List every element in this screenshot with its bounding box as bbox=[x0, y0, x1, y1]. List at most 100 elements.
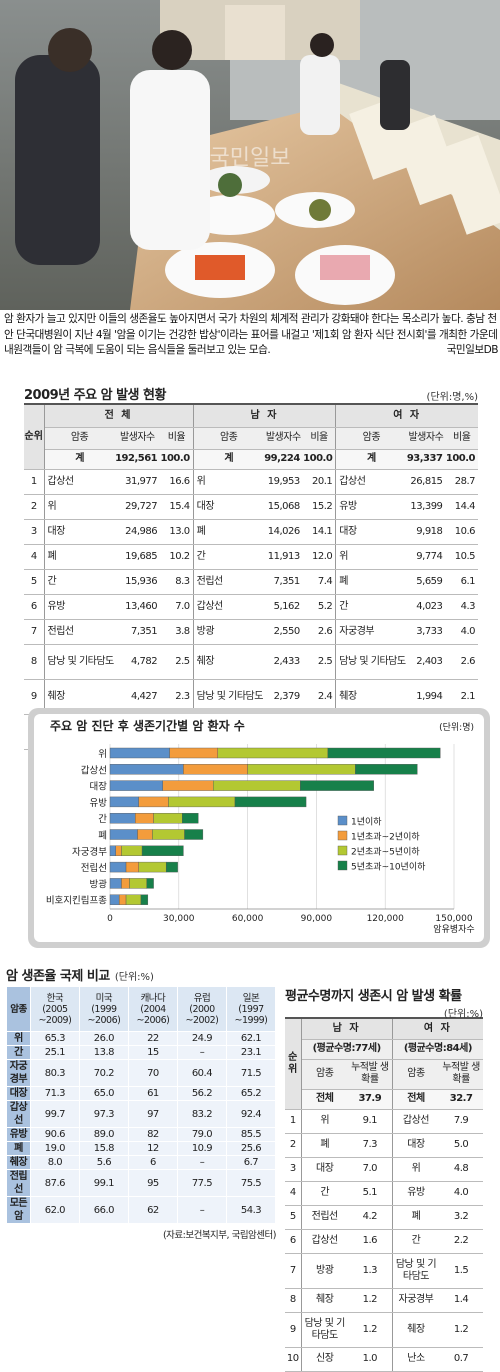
risk-cell: 1.0 bbox=[347, 1347, 393, 1372]
total-label: 계 bbox=[193, 449, 264, 470]
count-cell: 3,733 bbox=[406, 619, 446, 645]
rate-cell: 85.5 bbox=[225, 1127, 277, 1142]
country-period: (2000 ~2002) bbox=[185, 1003, 219, 1026]
bar-segment bbox=[169, 747, 218, 759]
pct-cell: 4.0 bbox=[445, 619, 478, 645]
legend-swatch bbox=[337, 830, 348, 841]
rate-cell: 62.0 bbox=[29, 1196, 80, 1224]
rate-cell: – bbox=[176, 1155, 227, 1170]
cancer-type-cell: 난소 bbox=[392, 1347, 440, 1372]
risk-cell: 3.2 bbox=[439, 1205, 483, 1230]
rate-cell: 61 bbox=[127, 1086, 178, 1101]
x-tick-label: 0 bbox=[107, 914, 113, 924]
chart-svg: 주요 암 진단 후 생존기간별 암 환자 수 (단위:명) 0 30,000 60,00… bbox=[46, 718, 475, 935]
rank-cell: 1 bbox=[24, 469, 45, 495]
rank-cell: 4 bbox=[285, 1181, 302, 1206]
bar-segment bbox=[109, 796, 139, 808]
risk-cell: 0.7 bbox=[439, 1347, 483, 1372]
total-pct: 100.0 bbox=[160, 449, 194, 470]
legend-swatch bbox=[337, 815, 348, 826]
pct-cell: 8.3 bbox=[160, 569, 194, 595]
rate-cell: 83.2 bbox=[176, 1100, 227, 1128]
rate-cell: 97.3 bbox=[78, 1100, 129, 1128]
pct-cell: 3.8 bbox=[160, 619, 194, 645]
total-pct: 100.0 bbox=[445, 449, 478, 470]
bar-segment bbox=[217, 747, 329, 759]
cancer-type-cell: 폐 bbox=[301, 1133, 348, 1158]
chart-panel: 주요 암 진단 후 생존기간별 암 환자 수 (단위:명) 0 30,000 60,00… bbox=[34, 714, 484, 942]
risk-cell: 7.3 bbox=[347, 1133, 393, 1158]
cancer-type-cell: 전립선 bbox=[44, 619, 115, 645]
table-row: 1 위 9.1 갑상선 7.9 bbox=[285, 1109, 483, 1134]
country-header: 한국 (2005 ~2009) bbox=[29, 986, 80, 1032]
table-row: 8 췌장 1.2 자궁경부 1.4 bbox=[285, 1288, 483, 1313]
rank-cell: 6 bbox=[285, 1229, 302, 1254]
caption-text: 암 환자가 늘고 있지만 이들의 생존율도 높아지면서 국가 차원의 체계적 관… bbox=[4, 313, 498, 356]
count-cell: 31,977 bbox=[114, 469, 161, 495]
rate-cell: 99.7 bbox=[29, 1100, 80, 1128]
pct-cell: 12.0 bbox=[302, 544, 337, 570]
rank-cell: 7 bbox=[24, 619, 45, 645]
table4-life-row: (평균수명:77세) (평균수명:84세) bbox=[285, 1039, 483, 1060]
table3-header: 암 생존율 국제 비교 (단위:%) bbox=[6, 966, 276, 986]
group-header: 남 자 bbox=[193, 405, 337, 428]
cancer-type-cell: 유방 bbox=[335, 494, 407, 520]
table1-unit: (단위:명,%) bbox=[426, 392, 478, 403]
cancer-type-cell: 신장 bbox=[301, 1347, 348, 1372]
count-cell: 29,727 bbox=[114, 494, 161, 520]
bar-segment bbox=[137, 829, 153, 840]
pct-cell: 20.1 bbox=[302, 469, 337, 495]
bar-segment bbox=[162, 780, 214, 791]
group-header: 남 자 bbox=[301, 1019, 393, 1040]
pct-cell: 2.6 bbox=[445, 644, 478, 680]
table-row: 5 전립선 4.2 폐 3.2 bbox=[285, 1205, 483, 1230]
total-label: 계 bbox=[335, 449, 407, 470]
cancer-type-cell: 간 bbox=[335, 594, 407, 620]
bar-segment bbox=[109, 764, 184, 775]
column-header: 암종 bbox=[193, 427, 264, 450]
rate-cell: 56.2 bbox=[176, 1086, 227, 1101]
bar-segment bbox=[109, 829, 138, 840]
table-row: 유방 90.6 89.0 82 79.0 85.5 bbox=[6, 1127, 277, 1142]
pct-cell: 15.2 bbox=[302, 494, 337, 520]
risk-cell: 9.1 bbox=[347, 1109, 393, 1134]
total-value: 37.9 bbox=[347, 1089, 393, 1110]
pct-cell: 14.1 bbox=[302, 519, 337, 545]
international-survival-table: 암 생존율 국제 비교 (단위:%) 암종 한국 (2005 ~2009) 미국 (19… bbox=[6, 966, 277, 1241]
legend-label: 1년초과~2년이하 bbox=[351, 832, 420, 843]
cancer-type-cell: 췌장 bbox=[301, 1288, 348, 1313]
bar-segment bbox=[165, 861, 178, 873]
cancer-type-cell: 담낭 및 기타담도 bbox=[44, 644, 115, 680]
count-cell: 9,774 bbox=[406, 544, 446, 570]
table-row: 5 간 15,936 8.3 전립선 7,351 7.4 폐 5,659 6.1 bbox=[24, 569, 478, 595]
column-header: 암종 bbox=[44, 427, 115, 450]
risk-cell: 1.5 bbox=[439, 1253, 483, 1289]
x-tick-label: 120,000 bbox=[367, 914, 404, 924]
rank-cell: 10 bbox=[285, 1347, 302, 1372]
bar-segment bbox=[138, 796, 169, 808]
cancer-type-cell: 위 bbox=[44, 494, 115, 520]
table-row: 1 갑상선 31,977 16.6 위 19,953 20.1 갑상선 26,815 28.7 bbox=[24, 469, 478, 495]
table-row: 2 위 29,727 15.4 대장 15,068 15.2 유방 13,399 14.4 bbox=[24, 494, 478, 520]
group-header: 전 체 bbox=[44, 405, 194, 428]
cancer-type-cell: 유방 bbox=[392, 1181, 440, 1206]
count-cell: 26,815 bbox=[406, 469, 446, 495]
bar-segment bbox=[125, 894, 142, 905]
cancer-type-cell: 위 bbox=[392, 1157, 440, 1182]
risk-cell: 4.8 bbox=[439, 1157, 483, 1182]
category-label: 자궁경부 bbox=[72, 846, 107, 858]
cancer-type-cell: 자궁경부 bbox=[335, 619, 407, 645]
column-header: 비율 bbox=[302, 427, 337, 450]
exhibition-photo: 국민일보 bbox=[0, 0, 500, 310]
rate-cell: 60.4 bbox=[176, 1059, 227, 1087]
count-cell: 4,023 bbox=[406, 594, 446, 620]
rate-cell: 62 bbox=[127, 1196, 178, 1224]
pct-cell: 10.6 bbox=[445, 519, 478, 545]
table4-unit: (단위:%) bbox=[285, 1005, 483, 1020]
cancer-type-cell: 유방 bbox=[44, 594, 115, 620]
country-name: 유럽 bbox=[193, 992, 211, 1004]
table4-total-row: 전체 37.9 전체 32.7 bbox=[285, 1089, 483, 1110]
bar-segment bbox=[327, 747, 441, 759]
